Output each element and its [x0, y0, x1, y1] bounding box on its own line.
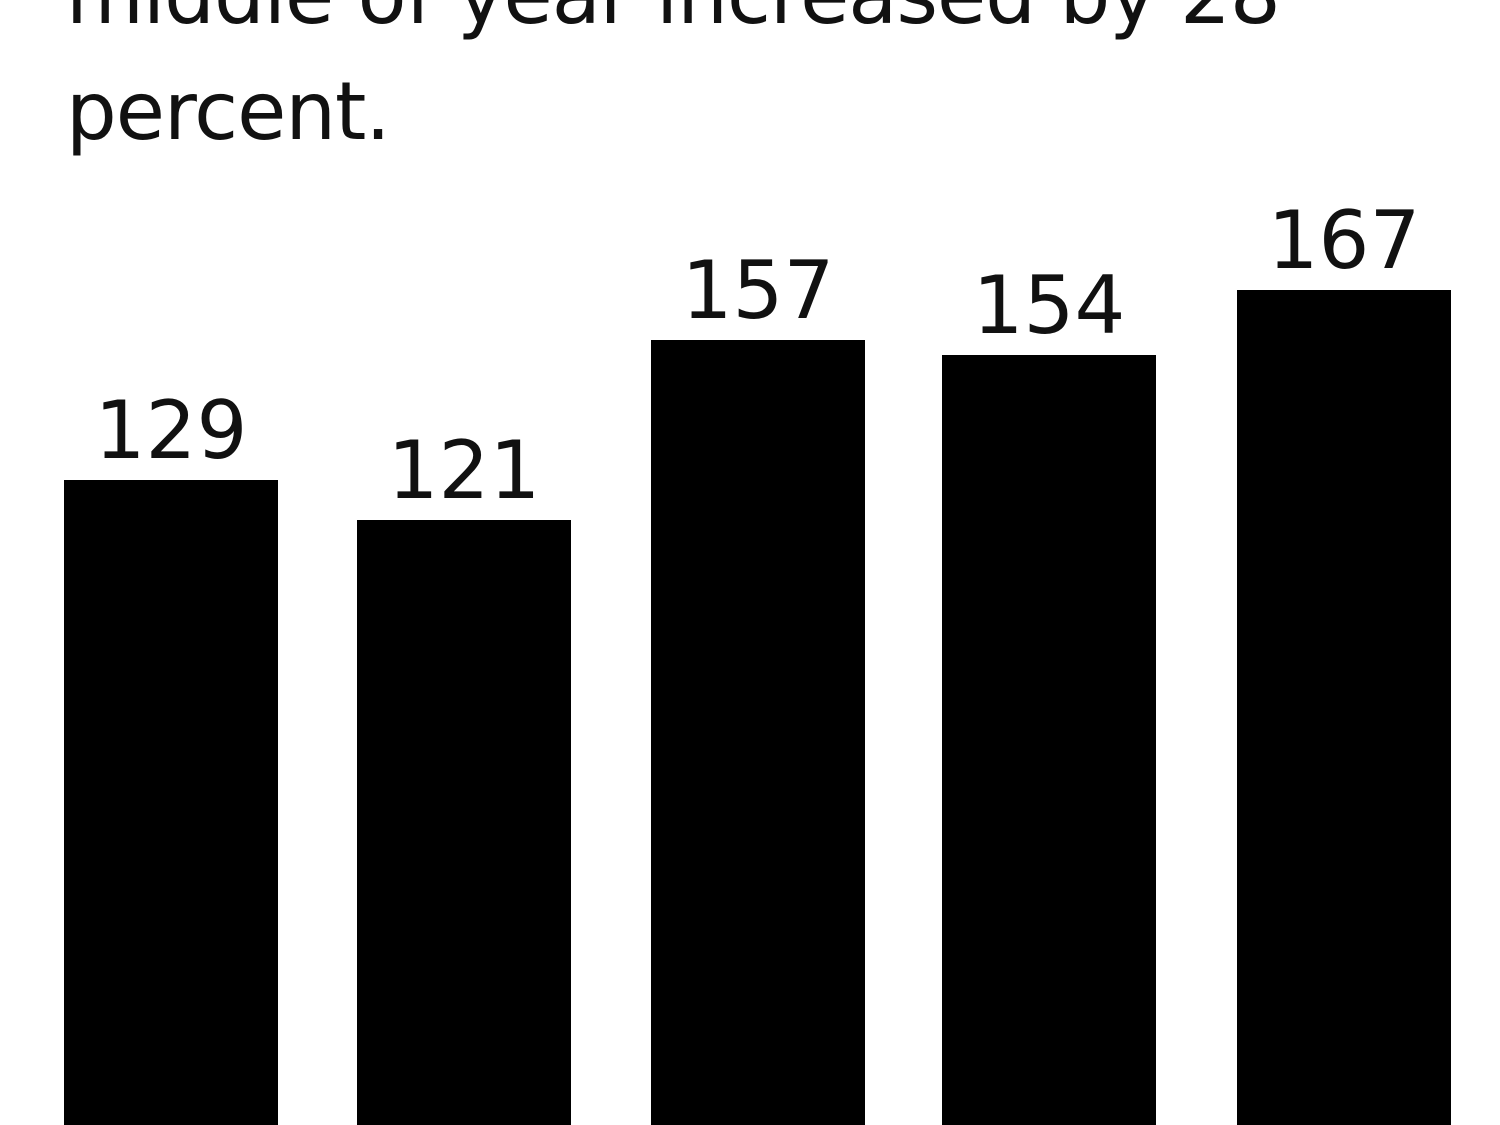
data-label-4: 154: [973, 259, 1126, 352]
data-label-1: 129: [95, 384, 248, 477]
data-label-5: 167: [1268, 194, 1421, 287]
data-label-2: 121: [388, 424, 541, 517]
caption-line-2: percent.: [66, 65, 391, 158]
data-labels-group: 129 121 157 154 167: [95, 194, 1421, 517]
bar-4: [942, 355, 1156, 1125]
bar-3: [651, 340, 865, 1125]
bar-1: [64, 480, 278, 1125]
caption-line-1: middle of year increased by 28: [66, 0, 1281, 36]
bars-group: [64, 290, 1451, 1125]
bar-2: [357, 520, 571, 1125]
bar-5: [1237, 290, 1451, 1125]
data-label-3: 157: [682, 244, 835, 337]
